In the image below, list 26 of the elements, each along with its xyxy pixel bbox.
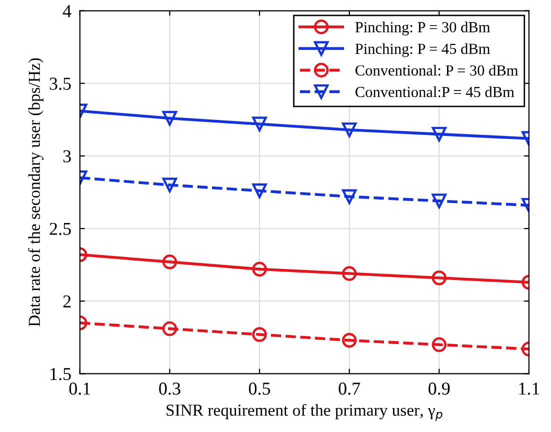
legend-label: Pinching: P = 30 dBm bbox=[355, 22, 490, 36]
y-tick-label: 3 bbox=[63, 150, 71, 162]
y-tick-label: 4 bbox=[62, 5, 72, 18]
x-tick-label: 1.1 bbox=[519, 382, 540, 395]
point bbox=[252, 116, 267, 132]
legend-label: Pinching: P = 45 dBm bbox=[355, 43, 490, 58]
x-axis-title: SINR requirement of the primary user, γ$_{p}$ bbox=[166, 404, 442, 421]
x-tick-label: 0.5 bbox=[248, 382, 270, 395]
x-tick-label: 0.3 bbox=[159, 382, 180, 395]
point bbox=[252, 262, 267, 277]
x-tick-label: 0.1 bbox=[69, 382, 90, 395]
x-tick-label: 0.9 bbox=[428, 382, 450, 395]
y-tick-label: 2 bbox=[63, 295, 71, 308]
legend-label: Conventional:P = 45 dBm bbox=[356, 86, 514, 98]
y-tick-label: 3.5 bbox=[50, 78, 71, 90]
point bbox=[342, 266, 357, 281]
point bbox=[252, 327, 267, 342]
y-tick-label: 2.5 bbox=[50, 222, 71, 236]
y-axis-title: Data rate of the secondary user (bps/Hz) bbox=[28, 58, 44, 326]
point bbox=[342, 189, 357, 204]
point bbox=[342, 122, 357, 138]
point bbox=[342, 332, 357, 348]
y-tick-label: 1.5 bbox=[50, 368, 71, 380]
x-tick-label: 0.7 bbox=[338, 382, 360, 395]
legend-label: Conventional: P = 30 dBm bbox=[356, 64, 518, 76]
point bbox=[252, 183, 267, 198]
